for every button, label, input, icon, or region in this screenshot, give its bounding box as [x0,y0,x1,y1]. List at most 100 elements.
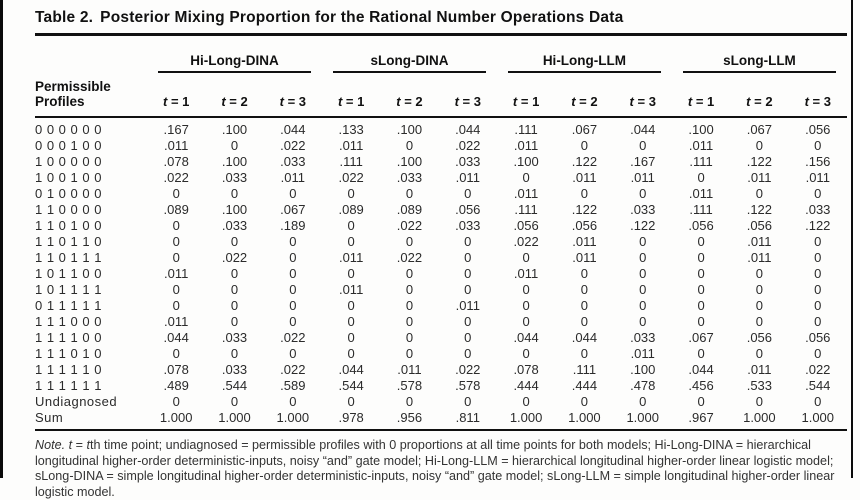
proportion-value: .967 [671,410,731,431]
proportion-value: .044 [688,362,714,377]
proportion-value: 0 [639,234,647,249]
proportion-value: .100 [630,362,656,377]
proportion-value: .100 [221,202,248,217]
proportion-value: 0 [814,298,822,313]
proportion-value: 1.000 [730,410,789,431]
group-label: sLong-LLM [682,53,836,73]
proportion-value: .011 [513,186,539,201]
proportion-value: 0 [522,346,530,361]
proportion-value: .022 [455,138,481,153]
proportion-value: .544 [805,378,831,393]
proportion-value: .044 [163,330,189,345]
proportion-value: .067 [688,330,714,345]
proportion-value: .056 [688,218,714,233]
proportion-value: 0 [172,282,180,297]
proportion-value: 0 [464,234,472,249]
table-row: 1 1 1 0 0 0 .011 0 0 0 0 0 0 0 0 0 0 0 [35,314,847,330]
proportion-value: .011 [455,170,480,185]
group-header-hi-long-dina: Hi-Long-DINA [147,41,322,73]
proportion-value: 0 [405,186,414,201]
proportion-value: 0 [347,266,355,281]
proportion-value: .011 [280,170,305,185]
proportion-value: 0 [814,186,822,201]
table-row: 1 1 0 0 0 0 .089 .100 .067 .089 .089 .056 .111.… [35,202,847,218]
proportion-value: .056 [746,218,773,233]
proportion-value: 0 [814,266,822,281]
proportion-value: .022 [163,170,189,185]
page-edge-left [0,0,3,478]
proportion-value: 0 [405,330,414,345]
proportion-value: .033 [221,362,248,377]
proportion-value: .544 [221,378,248,393]
proportion-value: 0 [814,346,822,361]
table-row: 1 0 1 1 1 1 0 0 0 .011 0 0 0 0 0 0 0 0 [35,282,847,298]
table-number-label: Table 2. [35,9,94,26]
proportion-value: .011 [338,282,364,297]
profile-label: 1 1 1 1 1 0 [35,362,102,377]
proportion-value: 0 [580,314,589,329]
proportion-value: 0 [755,266,763,281]
proportion-value: .011 [338,138,364,153]
proportion-value: .011 [747,362,772,377]
proportion-value: .011 [513,138,539,153]
time-header-row: t = 1 t = 2 t = 3 t = 1 t = 2 t = 3 t = … [35,73,847,118]
proportion-value: 0 [172,186,180,201]
table-row: 1 1 0 1 0 0 0 .033 .189 0 .022 .033 .056 .056 .12… [35,218,847,234]
proportion-value: 0 [697,314,705,329]
proportion-value: .100 [513,154,539,169]
profile-label: 1 1 1 1 1 1 [35,378,102,393]
table-title: Table 2. Posterior Mixing Proportion for … [35,6,847,36]
proportion-value: 0 [405,298,414,313]
proportion-value: 0 [639,250,647,265]
profile-label: 1 1 1 0 0 0 [35,314,102,329]
proportion-value: .122 [630,218,656,233]
proportion-value: 0 [639,138,647,153]
profile-label: 1 1 0 1 1 0 [35,234,102,249]
profile-label: 0 0 0 0 0 0 [35,122,102,137]
proportion-value: 0 [230,346,239,361]
proportion-value: 0 [580,282,589,297]
group-label: Hi-Long-DINA [158,53,311,73]
table-row: 1 1 1 1 0 0 .044 .033 .022 0 0 0 .044 .044 .033 .0… [35,330,847,346]
table-row: 0 1 0 0 0 0 0 0 0 0 0 0 .011 0 0 .011 0 0 [35,186,847,202]
proportion-value: 0 [172,346,180,361]
proportion-value: 0 [464,314,472,329]
proportion-value: .033 [630,202,656,217]
note-text: th time point; undiagnosed = permissible… [35,438,835,499]
proportion-value: .011 [747,250,772,265]
proportion-value: .111 [514,122,538,137]
time-header-t1: t = 1 [496,73,556,118]
time-header-t3: t = 3 [613,73,672,118]
proportion-value: 0 [580,138,589,153]
proportion-value: .033 [455,218,481,233]
proportion-value: 1.000 [205,410,264,431]
proportion-value: .022 [280,362,306,377]
proportion-value: .044 [571,330,598,345]
proportion-value: .022 [280,330,306,345]
proportion-value: 0 [814,138,822,153]
proportion-value: .189 [280,218,306,233]
proportion-value: .011 [572,170,597,185]
group-header-slong-dina: sLong-DINA [322,41,497,73]
proportion-value: 0 [697,250,705,265]
proportion-value: .033 [455,154,481,169]
proportion-value: 0 [697,394,705,409]
proportion-value: .089 [338,202,364,217]
proportion-value: .044 [338,362,364,377]
proportion-value: 0 [289,298,297,313]
proportion-value: 0 [172,250,180,265]
proportion-value: 0 [755,298,763,313]
proportion-value: .022 [805,362,831,377]
proportion-value: .022 [280,138,306,153]
proportion-value: 0 [814,394,822,409]
proportion-value: 0 [814,282,822,297]
proportion-value: .022 [513,234,539,249]
proportion-value: 1.000 [496,410,556,431]
proportion-value: 0 [347,218,355,233]
proportion-value: .478 [630,378,656,393]
profile-label: 1 1 0 1 0 0 [35,218,102,233]
proportion-value: .167 [163,122,189,137]
proportion-value: .044 [630,122,656,137]
proportion-value: .011 [164,266,189,281]
proportion-value: 0 [464,346,472,361]
